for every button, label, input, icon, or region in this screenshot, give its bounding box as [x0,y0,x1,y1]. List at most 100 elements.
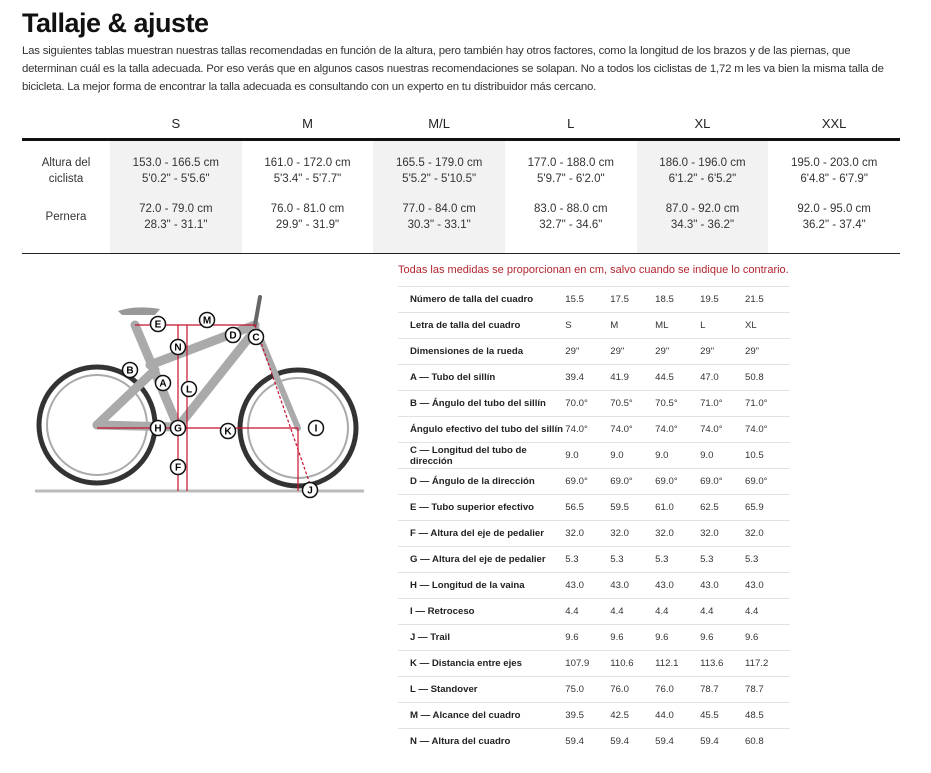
imperial-value: 36.2" - 37.4" [802,219,866,231]
geometry-value: 69.0° [610,468,656,495]
imperial-value: 5'9.7" - 6'2.0" [537,173,605,185]
geometry-value: 19.5 [700,286,745,313]
size-row-label: Pernera [22,194,110,254]
geometry-row: C — Longitud del tubo de dirección 9.0 9.0… [398,442,790,469]
geometry-value: 32.0 [745,520,790,547]
geometry-value: 5.3 [565,546,611,573]
geometry-value: 47.0 [700,364,745,391]
geometry-row: F — Altura del eje de pedalier 32.0 32.0 32… [398,520,790,547]
size-header: S [110,108,242,141]
geometry-value: 4.4 [610,598,656,625]
geometry-row: Dimensiones de la rueda 29" 29" 29" 29" 29" [398,338,790,365]
geometry-value: 29" [745,338,790,365]
marker-label: K [224,427,232,438]
geometry-value: 5.3 [655,546,701,573]
geometry-value: 21.5 [745,286,790,313]
geometry-value: 74.0° [565,416,611,443]
imperial-value: 29.9" - 31.9" [275,219,340,231]
geometry-label: N — Altura del cuadro [398,728,566,754]
size-cell: 186.0 - 196.0 cm 6'1.2" - 6'5.2" [636,139,769,194]
geometry-value: 78.7 [700,676,745,703]
geometry-value: 39.4 [565,364,611,391]
marker-label: E [155,320,162,331]
geometry-value: 4.4 [700,598,745,625]
geometry-label: J — Trail [398,624,566,651]
geometry-value: 9.0 [655,442,701,469]
geometry-value: 76.0 [655,676,701,703]
geometry-value: 32.0 [610,520,656,547]
geometry-value: S [565,312,611,339]
geometry-row: J — Trail 9.6 9.6 9.6 9.6 9.6 [398,624,790,651]
imperial-value: 5'5.2" - 5'10.5" [402,173,477,185]
geometry-value: 59.5 [610,494,656,521]
marker-d: D [224,326,242,344]
geometry-value: 60.8 [745,728,790,754]
size-cell: 87.0 - 92.0 cm 34.3" - 36.2" [636,194,769,254]
geometry-value: 32.0 [565,520,611,547]
geometry-value: 69.0° [655,468,701,495]
geometry-label: B — Ángulo del tubo del sillín [398,390,566,417]
geometry-value: 62.5 [700,494,745,521]
saddle [118,307,160,315]
geometry-value: 107.9 [565,650,611,677]
marker-n: N [169,338,187,356]
metric-value: 83.0 - 88.0 cm [534,203,608,215]
marker-label: N [174,343,181,354]
geometry-label: L — Standover [398,676,566,703]
geometry-value: 74.0° [610,416,656,443]
geometry-value: 42.5 [610,702,656,729]
marker-m: M [198,311,216,329]
geometry-table: Número de talla del cuadro 15.5 17.5 18.5 19… [398,286,790,754]
page-title: Tallaje & ajuste [22,8,209,38]
empty-header [22,108,110,141]
geometry-value: 4.4 [745,598,790,625]
geometry-row: D — Ángulo de la dirección 69.0° 69.0° 69.0… [398,468,790,495]
geometry-value: 9.6 [655,624,701,651]
marker-label: D [229,331,236,342]
marker-label: C [252,333,259,344]
geometry-value: 59.4 [610,728,656,754]
geometry-value: 9.6 [700,624,745,651]
geometry-label: Número de talla del cuadro [398,286,566,313]
metric-value: 92.0 - 95.0 cm [797,203,871,215]
geometry-value: XL [745,312,790,339]
geometry-value: 69.0° [745,468,790,495]
geometry-value: 117.2 [745,650,790,677]
geometry-row: G — Altura del eje de pedalier 5.3 5.3 5.3 5… [398,546,790,573]
geometry-value: 74.0° [700,416,745,443]
marker-b: B [121,361,139,379]
size-cell: 76.0 - 81.0 cm 29.9" - 31.9" [241,194,374,254]
geometry-value: 48.5 [745,702,790,729]
geometry-row: I — Retroceso 4.4 4.4 4.4 4.4 4.4 [398,598,790,625]
size-row-label: Altura del ciclista [41,157,91,185]
geometry-label: I — Retroceso [398,598,566,625]
marker-label: M [203,316,211,327]
geometry-value: 71.0° [700,390,745,417]
geometry-label: D — Ángulo de la dirección [398,468,566,495]
geometry-label: G — Altura del eje de pedalier [398,546,566,573]
metric-value: 195.0 - 203.0 cm [790,157,878,169]
geometry-value: 78.7 [745,676,790,703]
marker-h: H [149,419,167,437]
geometry-label: H — Longitud de la vaina [398,572,566,599]
geometry-value: 5.3 [610,546,656,573]
geometry-row: H — Longitud de la vaina 43.0 43.0 43.0 43.0… [398,572,790,599]
geometry-value: 29" [610,338,656,365]
imperial-value: 5'3.4" - 5'7.7" [273,173,342,185]
bike-geometry-diagram: A B C D E F G H I J K L M N [35,295,364,499]
geometry-value: 71.0° [745,390,790,417]
marker-label: G [174,424,182,435]
marker-a: A [154,374,172,392]
marker-e: E [149,315,167,333]
geometry-value: 9.0 [610,442,656,469]
size-header: M [241,108,374,141]
geometry-label: Dimensiones de la rueda [398,338,566,365]
geometry-value: 43.0 [700,572,745,599]
geometry-row: L — Standover 75.0 76.0 76.0 78.7 78.7 [398,676,790,703]
marker-k: K [219,422,237,440]
geometry-value: 9.0 [700,442,745,469]
size-header: L [504,108,637,141]
geometry-row: Letra de talla del cuadro S M ML L XL [398,312,790,339]
geometry-label: E — Tubo superior efectivo [398,494,566,521]
intro-text: Las siguientes tablas muestran nuestras … [22,45,884,93]
